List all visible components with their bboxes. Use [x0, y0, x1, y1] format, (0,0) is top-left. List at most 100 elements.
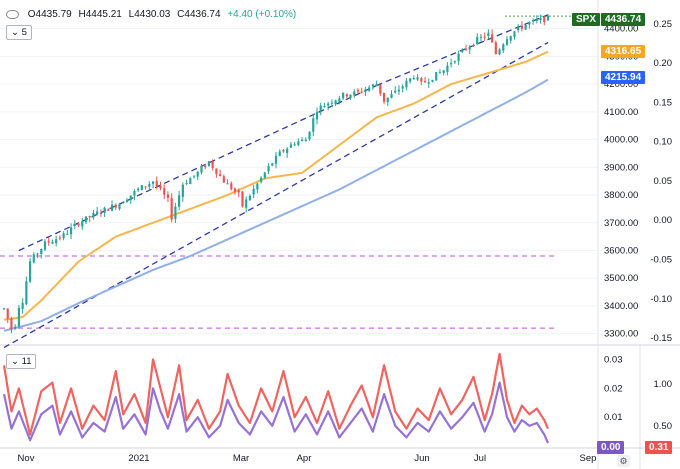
percent-tick: 0.05 — [654, 176, 673, 187]
candle-body — [356, 90, 360, 92]
percent-tick: -0.15 — [650, 333, 672, 344]
candle-body — [129, 195, 132, 201]
candle-body — [241, 191, 244, 207]
candle-body — [360, 91, 363, 93]
candle-body — [237, 190, 240, 193]
osc-tick: 0.03 — [604, 355, 623, 366]
candle-body — [114, 204, 117, 208]
last-price-tag: 4436.74 — [601, 13, 646, 26]
price-tick: 3900.00 — [604, 162, 638, 173]
ohlc-header: O4435.79 H4445.21 L4430.03 C4436.74 +4.4… — [6, 9, 300, 20]
candle-body — [278, 151, 281, 156]
pane1-toggle[interactable]: ⌄ 5 — [6, 25, 32, 40]
candle-body — [107, 208, 110, 211]
candle-body — [364, 89, 367, 92]
candle-body — [498, 49, 501, 55]
candle-body — [267, 165, 270, 172]
oscillator-pane — [2, 352, 550, 444]
candle-body — [289, 144, 293, 148]
eye-icon[interactable] — [6, 9, 19, 19]
candle-body — [386, 97, 389, 102]
symbol-tag: SPX — [572, 13, 601, 26]
ma-mid-line — [3, 50, 549, 321]
candle-body — [315, 111, 319, 120]
osc-right-tick: 1.00 — [654, 379, 673, 390]
change-value: +4.40 (+0.10%) — [227, 9, 297, 20]
candle-body — [21, 302, 24, 309]
candle-body — [409, 78, 412, 82]
trend-lines — [3, 14, 549, 349]
candle-body — [233, 188, 237, 192]
chevron-down-icon: ⌄ — [11, 27, 19, 38]
candle-body — [371, 84, 374, 87]
candle-body — [319, 105, 322, 111]
candle-body — [43, 241, 47, 250]
osc-tick: 0.02 — [604, 383, 623, 394]
candle-body — [491, 34, 494, 43]
oscillator-red — [2, 352, 550, 436]
candle-body — [252, 188, 255, 195]
candle-body — [204, 165, 207, 168]
candle-body — [181, 184, 184, 197]
percent-tick: -0.05 — [650, 255, 672, 266]
ma-long-line — [3, 78, 549, 332]
close-value: C4436.74 — [177, 9, 221, 20]
price-tick: 3300.00 — [604, 329, 638, 340]
candle-body — [334, 100, 337, 105]
candle-body — [51, 241, 54, 244]
candle-body — [502, 44, 505, 51]
candle-body — [520, 25, 524, 29]
candle-body — [304, 139, 307, 142]
axes: 4400.004300.004200.004100.004000.003900.… — [18, 19, 672, 464]
time-tick: Mar — [233, 453, 249, 464]
candle-body — [2, 308, 6, 310]
candle-body — [435, 72, 438, 81]
candle-body — [155, 181, 158, 187]
candle-body — [464, 48, 468, 50]
candle-body — [379, 84, 382, 94]
low-value: L4430.03 — [128, 9, 171, 20]
price-tick: 4100.00 — [604, 107, 638, 118]
price-tick: 4400.00 — [604, 24, 638, 35]
price-tick: 4200.00 — [604, 79, 638, 90]
settings-icon[interactable]: ⚙ — [617, 455, 630, 467]
candle-body — [345, 94, 348, 97]
candle-body — [211, 161, 214, 168]
candle-body — [144, 186, 147, 188]
candle-body — [438, 72, 442, 74]
candle-body — [122, 202, 125, 204]
pane2-toggle[interactable]: ⌄ 11 — [6, 354, 37, 369]
pane2-value: 11 — [21, 356, 32, 367]
candle-body — [420, 78, 423, 82]
candle-body — [118, 204, 121, 209]
candle-body — [40, 248, 43, 255]
candle-body — [524, 25, 527, 30]
candle-body — [259, 177, 263, 182]
candle-body — [457, 53, 460, 62]
candle-body — [338, 98, 341, 102]
candle-body — [401, 86, 404, 89]
candle-body — [412, 78, 415, 80]
candle-body — [423, 81, 427, 83]
ma-mid-tag: 4316.65 — [601, 45, 646, 58]
candle-body — [505, 39, 509, 45]
candle-body — [293, 144, 296, 146]
candle-body — [483, 36, 486, 38]
candle-body — [517, 26, 520, 31]
time-tick: Jul — [474, 453, 486, 464]
candle-body — [6, 308, 9, 319]
candle-body — [66, 233, 69, 235]
candle-body — [390, 94, 393, 98]
candle-body — [256, 183, 259, 190]
candle-body — [282, 150, 285, 152]
candle-body — [226, 183, 229, 185]
candle-body — [312, 118, 315, 132]
price-tick: 3400.00 — [604, 301, 638, 312]
candle-body — [92, 212, 95, 218]
candle-body — [450, 63, 453, 65]
candle-body — [431, 79, 434, 82]
candle-body — [297, 141, 300, 146]
candle-body — [274, 155, 278, 164]
